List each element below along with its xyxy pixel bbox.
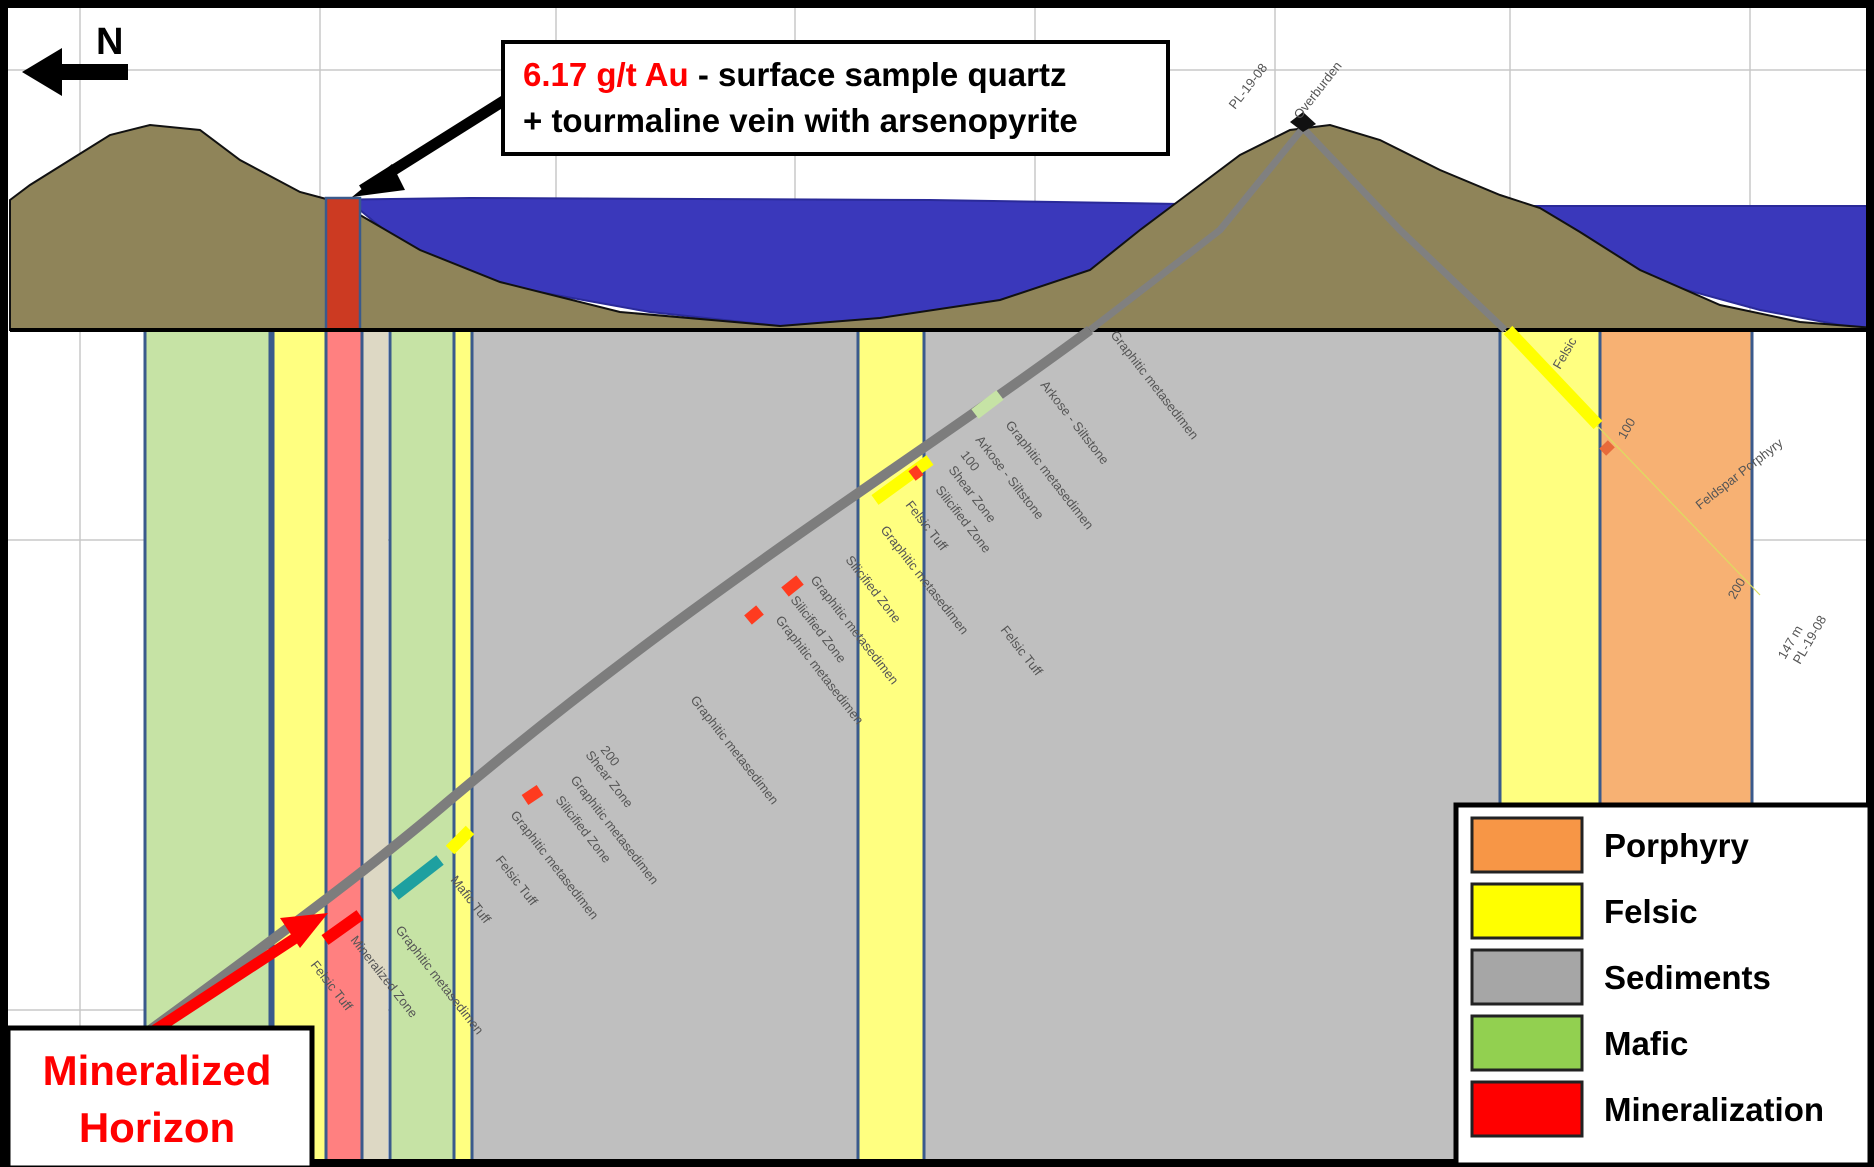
legend-label: Felsic	[1604, 893, 1698, 930]
top-callout: 6.17 g/t Au - surface sample quartz + to…	[352, 40, 1170, 197]
felsic-band	[273, 330, 326, 1163]
bottom-callout-arrowhead	[280, 913, 328, 948]
surface-mineralization-band	[324, 196, 362, 332]
gold-grade: 6.17 g/t Au	[523, 56, 689, 93]
drillhole-interval	[971, 390, 1004, 419]
drillhole-interval	[871, 455, 934, 505]
geology-bands	[143, 330, 1754, 1163]
legend-label: Porphyry	[1604, 827, 1750, 864]
drillhole-interval	[781, 575, 804, 597]
top-callout-line2: + tourmaline vein with arsenopyrite	[523, 102, 1078, 139]
north-label: N	[96, 21, 123, 63]
bottom-callout: Mineralized Horizon	[5, 913, 328, 1167]
drill-collar	[1290, 112, 1316, 132]
bottom-callout-arrow-shaft	[151, 930, 304, 1035]
legend: Porphyry Felsic Sediments Mafic Mineralizati…	[1453, 802, 1873, 1167]
legend-swatch	[1470, 816, 1584, 874]
drillhole-interval	[521, 785, 544, 805]
mafic-band	[390, 330, 454, 1163]
sediment-band	[472, 330, 858, 1163]
legend-swatch	[1470, 882, 1584, 940]
drillhole-upper	[1087, 125, 1306, 333]
sediment-band	[924, 330, 1500, 1163]
drillhole-interval	[391, 855, 444, 900]
legend-label: Sediments	[1604, 959, 1771, 996]
bottom-callout-line2: Horizon	[79, 1104, 235, 1151]
bottom-callout-box	[5, 1025, 315, 1167]
drillhole-interval	[321, 910, 364, 945]
top-callout-line1: 6.17 g/t Au - surface sample quartz	[523, 56, 1066, 93]
legend-swatch	[1470, 1080, 1584, 1138]
legend-label: Mineralization	[1604, 1091, 1824, 1128]
sediment-band-narrow	[362, 330, 388, 1163]
felsic-band	[454, 330, 472, 1163]
drillhole-interval	[908, 465, 924, 481]
top-callout-line1-rest: - surface sample quartz	[689, 56, 1067, 93]
drillhole-interval	[744, 605, 764, 625]
legend-label: Mafic	[1604, 1025, 1688, 1062]
top-callout-box	[501, 40, 1170, 156]
drillhole-interval	[445, 825, 475, 855]
north-arrow: N	[22, 21, 128, 96]
legend-swatch	[1470, 1014, 1584, 1072]
legend-swatch	[1470, 948, 1584, 1006]
bottom-callout-line1: Mineralized	[43, 1047, 272, 1094]
mineralization-band	[326, 330, 362, 1163]
top-callout-arrowhead	[352, 164, 405, 197]
overburden-hills	[9, 123, 1874, 331]
drillhole-right	[1300, 125, 1508, 333]
